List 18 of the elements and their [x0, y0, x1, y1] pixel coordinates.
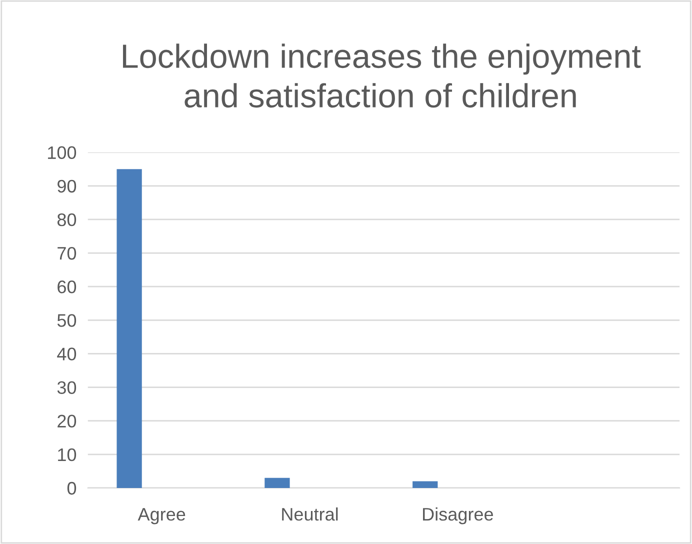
y-tick-label: 70	[58, 246, 76, 260]
x-tick-label: Disagree	[423, 507, 493, 524]
y-tick-label: 90	[58, 180, 76, 193]
chart-title: Lockdown increases the enjoyment and satisfaction of children	[123, 44, 641, 108]
bar	[264, 478, 290, 488]
y-tick-label: 40	[57, 348, 76, 360]
y-tick-label: 30	[57, 381, 76, 394]
y-tick-label: 80	[57, 213, 76, 226]
bar	[116, 169, 142, 488]
y-tick-label: 60	[58, 280, 76, 294]
y-tick-label: 10	[58, 448, 76, 462]
y-tick-label: 100	[48, 146, 76, 160]
y-tick-label: 50	[57, 314, 76, 327]
x-tick-label: Neutral	[282, 507, 338, 521]
y-tick-label: 20	[58, 414, 76, 428]
x-tick-label: Agree	[138, 508, 186, 524]
y-tick-label: 0	[67, 482, 76, 495]
bar	[412, 481, 438, 488]
